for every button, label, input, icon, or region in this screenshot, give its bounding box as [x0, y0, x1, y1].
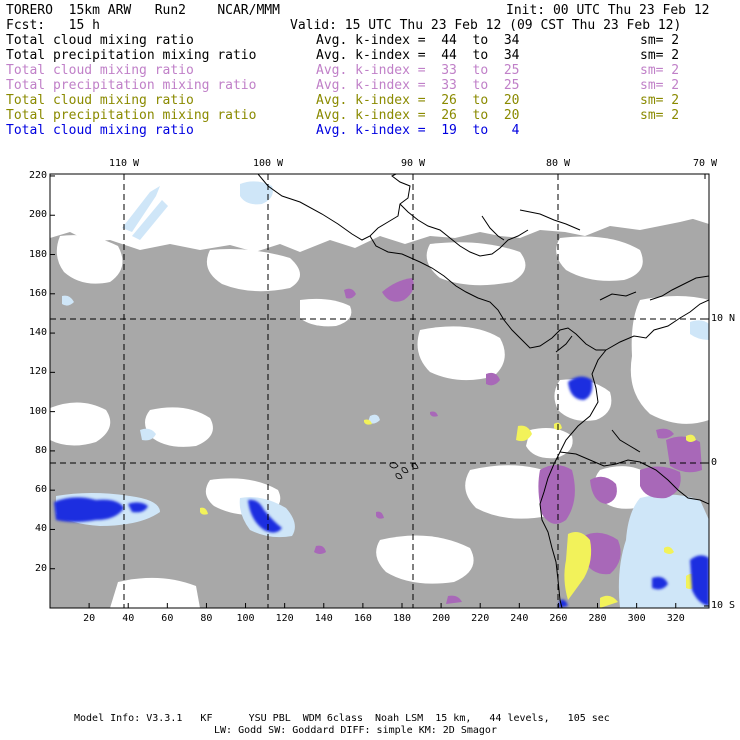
longitude-label: 110 W — [108, 158, 140, 169]
header-init-time: Init: 00 UTC Thu 23 Feb 12 — [506, 3, 710, 18]
legend-row: Total cloud mixing ratio Avg. k-index = 4… — [6, 33, 731, 48]
legend-row: Total cloud mixing ratio Avg. k-index = 1… — [6, 123, 731, 138]
x-grid-label: 100 — [236, 613, 255, 624]
legend-k-index: Avg. k-index = 33 to 25 — [316, 63, 520, 78]
header-forecast-hour: Fcst: 15 h — [6, 18, 100, 33]
legend-k-index: Avg. k-index = 26 to 20 — [316, 108, 520, 123]
y-grid-label: 80 — [34, 444, 47, 456]
header-title: TORERO 15km ARW Run2 NCAR/MMM — [6, 3, 280, 18]
legend-k-index: Avg. k-index = 44 to 34 — [316, 48, 520, 63]
x-grid-label: 80 — [200, 613, 213, 624]
legend-row: Total cloud mixing ratio Avg. k-index = 2… — [6, 93, 731, 108]
legend-field-label: Total precipitation mixing ratio — [6, 108, 257, 123]
x-grid-label: 240 — [510, 613, 529, 624]
x-grid-label: 160 — [353, 613, 372, 624]
longitude-label: 100 W — [252, 158, 284, 169]
y-grid-label: 200 — [28, 209, 47, 221]
legend-smoothing: sm= 2 — [640, 48, 680, 63]
x-grid-label: 200 — [432, 613, 451, 624]
latitude-label: 0 — [711, 457, 718, 468]
x-grid-label: 220 — [471, 613, 490, 624]
y-grid-label: 120 — [28, 366, 47, 378]
legend-row: Total precipitation mixing ratio Avg. k-i… — [6, 108, 731, 123]
x-grid-label: 300 — [627, 613, 646, 624]
footer-physics-info: LW: Godd SW: Goddard DIFF: simple KM: 2D… — [214, 725, 497, 736]
footer-model-info: Model Info: V3.3.1 KF YSU PBL WDM 6class… — [74, 713, 610, 724]
legend-k-index: Avg. k-index = 44 to 34 — [316, 33, 520, 48]
x-grid-label: 60 — [161, 613, 174, 624]
legend-field-label: Total precipitation mixing ratio — [6, 78, 257, 93]
legend-field-label: Total precipitation mixing ratio — [6, 48, 257, 63]
latitude-label: 10 N — [711, 313, 736, 324]
x-grid-label: 180 — [392, 613, 412, 624]
x-grid-label: 320 — [666, 613, 685, 624]
legend-smoothing: sm= 2 — [640, 78, 680, 93]
y-grid-label: 20 — [34, 562, 47, 574]
legend-smoothing: sm= 2 — [640, 33, 680, 48]
legend-smoothing: sm= 2 — [640, 108, 680, 123]
axis-ticks — [50, 174, 709, 608]
legend-field-label: Total cloud mixing ratio — [6, 93, 194, 108]
legend-k-index: Avg. k-index = 26 to 20 — [316, 93, 520, 108]
legend-row: Total cloud mixing ratio Avg. k-index = 3… — [6, 63, 731, 78]
legend-field-label: Total cloud mixing ratio — [6, 33, 194, 48]
yellow-mixing-ratio-patches — [200, 419, 698, 608]
plot-frame — [49, 173, 710, 609]
y-grid-label: 60 — [34, 484, 47, 496]
longitude-label: 80 W — [545, 158, 571, 169]
legend-row: Total precipitation mixing ratio Avg. k-i… — [6, 48, 731, 63]
y-grid-label: 40 — [34, 523, 47, 535]
header-valid-time: Valid: 15 UTC Thu 23 Feb 12 (09 CST Thu … — [290, 18, 682, 33]
coastlines — [257, 174, 709, 608]
legend-k-index: Avg. k-index = 33 to 25 — [316, 78, 520, 93]
longitude-label: 90 W — [400, 158, 426, 169]
y-grid-label: 160 — [28, 287, 47, 299]
legend-smoothing: sm= 2 — [640, 93, 680, 108]
legend-k-index: Avg. k-index = 19 to 4 — [316, 123, 520, 138]
y-grid-label: 100 — [28, 405, 47, 417]
legend-field-label: Total cloud mixing ratio — [6, 123, 194, 138]
x-grid-label: 140 — [314, 613, 333, 624]
lat-lon-grid — [50, 174, 709, 608]
legend-row: Total precipitation mixing ratio Avg. k-i… — [6, 78, 731, 93]
legend-smoothing: sm= 2 — [640, 63, 680, 78]
x-grid-label: 20 — [83, 613, 96, 624]
longitude-label: 70 W — [693, 158, 718, 169]
y-grid-label: 140 — [28, 327, 47, 339]
x-grid-label: 260 — [549, 613, 568, 624]
x-grid-label: 280 — [588, 613, 607, 624]
x-grid-label: 40 — [122, 613, 135, 624]
x-grid-label: 120 — [275, 613, 294, 624]
legend-field-label: Total cloud mixing ratio — [6, 63, 194, 78]
latitude-label: 10 S — [711, 600, 736, 611]
y-grid-label: 180 — [28, 248, 47, 260]
y-grid-label: 220 — [28, 169, 47, 181]
